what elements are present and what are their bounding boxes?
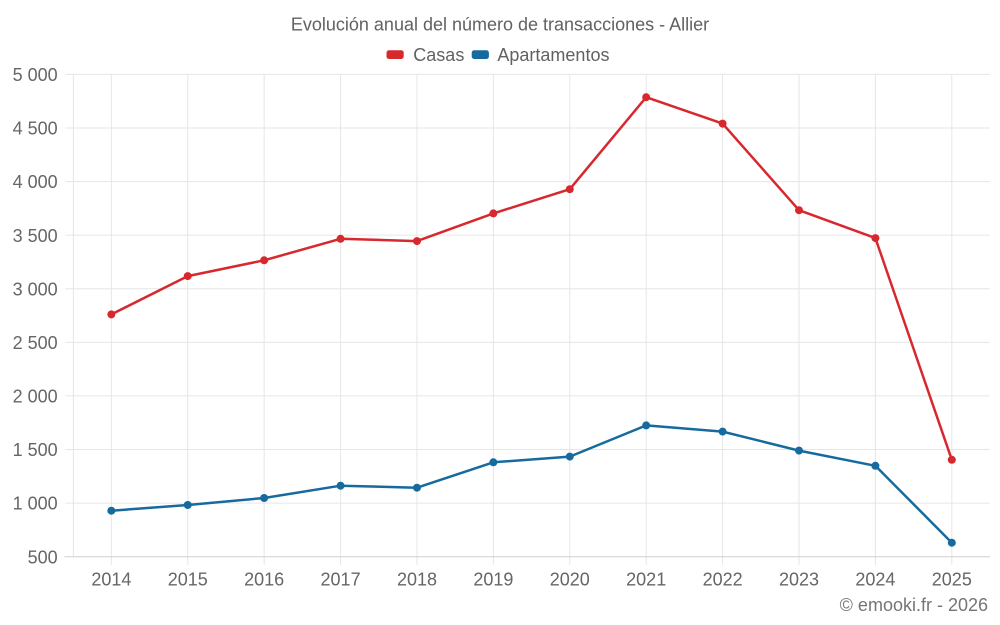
svg-text:2021: 2021 [626, 570, 666, 590]
svg-text:2025: 2025 [932, 570, 972, 590]
svg-text:2019: 2019 [473, 570, 513, 590]
svg-text:2020: 2020 [550, 570, 590, 590]
svg-text:1 000: 1 000 [13, 494, 58, 514]
svg-text:2018: 2018 [397, 570, 437, 590]
svg-text:Apartamentos: Apartamentos [497, 45, 609, 65]
svg-text:500: 500 [28, 547, 58, 567]
svg-text:4 500: 4 500 [13, 119, 58, 139]
svg-text:2 000: 2 000 [13, 387, 58, 407]
svg-text:2017: 2017 [321, 570, 361, 590]
svg-text:3 000: 3 000 [13, 279, 58, 299]
svg-text:4 000: 4 000 [13, 172, 58, 192]
svg-text:Casas: Casas [413, 45, 464, 65]
svg-text:2016: 2016 [244, 570, 284, 590]
svg-text:© emooki.fr - 2026: © emooki.fr - 2026 [840, 595, 988, 615]
svg-text:1 500: 1 500 [13, 440, 58, 460]
svg-text:2 500: 2 500 [13, 333, 58, 353]
svg-text:2023: 2023 [779, 570, 819, 590]
svg-text:5 000: 5 000 [13, 65, 58, 85]
svg-text:2022: 2022 [703, 570, 743, 590]
svg-text:3 500: 3 500 [13, 226, 58, 246]
svg-text:2014: 2014 [91, 570, 131, 590]
svg-text:Evolución anual del número de: Evolución anual del número de transaccio… [291, 15, 709, 35]
svg-text:2024: 2024 [855, 570, 895, 590]
svg-text:2015: 2015 [168, 570, 208, 590]
